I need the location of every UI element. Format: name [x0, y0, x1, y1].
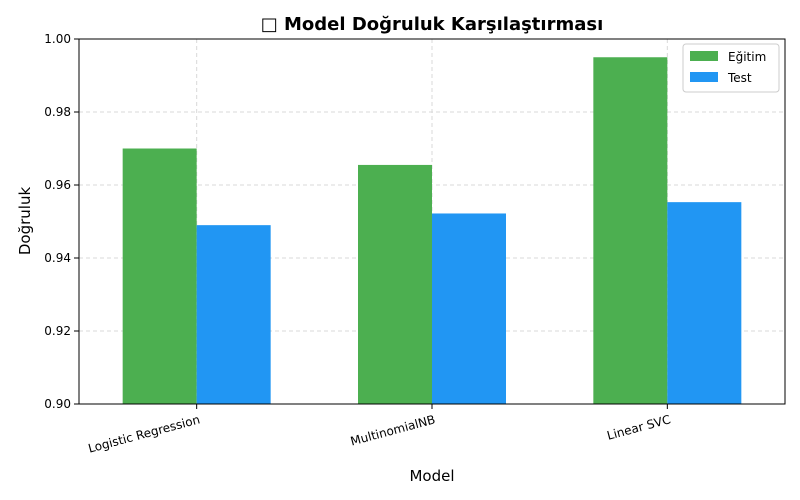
y-tick-label: 0.94 — [44, 251, 71, 265]
bar-test-multinomialnb — [432, 213, 506, 404]
bar-test-linear-svc — [667, 202, 742, 404]
bar-e-itim-linear-svc — [593, 57, 668, 404]
y-axis-title: Doğruluk — [16, 187, 34, 256]
chart-title: □ Model Doğruluk Karşılaştırması — [261, 14, 604, 35]
bar-e-itim-logistic-regression — [122, 148, 197, 404]
bar-test-logistic-regression — [196, 225, 271, 404]
x-axis-title: Model — [409, 467, 454, 485]
legend-swatch-egitim — [690, 51, 718, 61]
legend-label-test: Test — [727, 71, 752, 85]
y-tick-label: 0.90 — [44, 397, 71, 411]
y-tick-label: 0.92 — [44, 324, 71, 338]
legend-label-egitim: Eğitim — [728, 50, 766, 64]
bar-e-itim-multinomialnb — [358, 164, 432, 404]
y-axis: 0.90 0.92 0.94 0.96 0.98 1.00 — [44, 32, 79, 411]
y-tick-label: 0.98 — [44, 105, 71, 119]
bars — [122, 57, 742, 404]
legend-swatch-test — [690, 72, 718, 82]
legend: Eğitim Test — [682, 43, 780, 93]
y-tick-label: 1.00 — [44, 32, 71, 46]
y-tick-label: 0.96 — [44, 178, 71, 192]
